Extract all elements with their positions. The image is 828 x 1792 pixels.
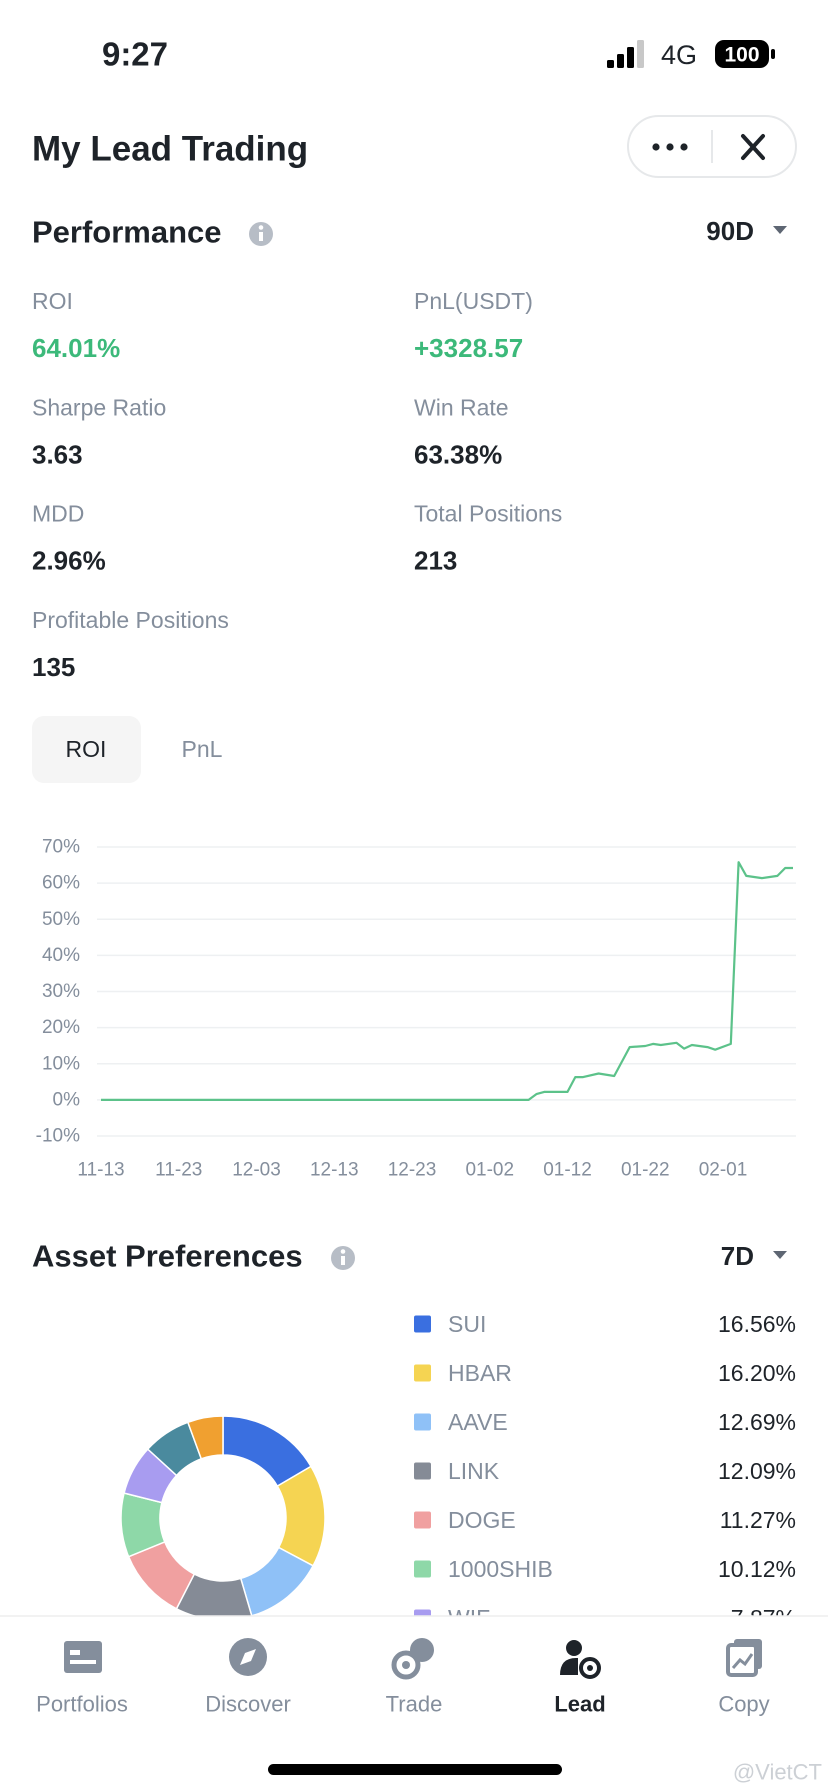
donut-segment — [186, 1415, 224, 1460]
more-button[interactable] — [652, 143, 688, 151]
metric-label: Total Positions — [414, 501, 562, 527]
watermark: @VietCT — [733, 1760, 822, 1785]
x-tick-label: 01-02 — [465, 1160, 514, 1181]
y-tick-label: 20% — [42, 1017, 80, 1038]
roi-chart: -10% 0% 10% 20% 30% 40% 50% 60% 70% 11-13 11-23 12-… — [36, 837, 796, 1181]
x-tick-label: 01-12 — [543, 1160, 592, 1181]
y-tick-label: 40% — [42, 945, 80, 966]
status-time: 9:27 — [102, 36, 168, 73]
metric-label: Sharpe Ratio — [32, 394, 166, 420]
battery-level: 100 — [724, 44, 759, 67]
section-title: Performance — [32, 215, 222, 250]
nav-labels: Portfolios Discover Trade Lead Copy — [36, 1692, 770, 1717]
trade-icon[interactable] — [391, 1638, 434, 1680]
battery-icon — [715, 40, 769, 68]
legend-label: LINK — [448, 1458, 500, 1484]
roi-line — [101, 861, 793, 1101]
discover-icon[interactable] — [229, 1638, 267, 1676]
period-select[interactable]: 90D — [706, 216, 754, 246]
legend-label: HBAR — [448, 1360, 512, 1386]
lead-icon[interactable] — [560, 1640, 601, 1679]
page-title: My Lead Trading — [32, 130, 308, 169]
nav-label[interactable]: Discover — [205, 1692, 291, 1717]
metric-label: Win Rate — [414, 394, 509, 420]
legend-swatch — [414, 1511, 431, 1529]
dropdown-arrow[interactable] — [773, 1251, 787, 1259]
legend-value: 11.27% — [720, 1507, 796, 1533]
portfolios-icon[interactable] — [64, 1641, 102, 1673]
legend-swatch — [414, 1364, 431, 1382]
metric-value: 2.96% — [32, 546, 106, 576]
tab[interactable]: ROI — [66, 736, 107, 762]
signal-icon — [607, 40, 644, 68]
legend-swatch — [414, 1315, 431, 1333]
tab[interactable]: PnL — [182, 736, 223, 762]
battery-nub — [771, 49, 775, 59]
close-button[interactable] — [741, 134, 765, 160]
legend-label: AAVE — [448, 1409, 508, 1435]
legend-value: 16.56% — [718, 1311, 796, 1337]
x-tick-label: 11-23 — [155, 1160, 202, 1181]
x-tick-label: 12-03 — [232, 1160, 281, 1181]
home-indicator — [268, 1764, 562, 1775]
x-tick-label: 11-13 — [77, 1160, 124, 1181]
metric-label: Profitable Positions — [32, 607, 229, 633]
metric-value: 64.01% — [32, 333, 120, 363]
legend-swatch — [414, 1560, 431, 1578]
x-tick-label: 12-13 — [310, 1160, 359, 1181]
metric-label: ROI — [32, 288, 73, 314]
info-icon[interactable] — [249, 222, 273, 246]
x-tick-label: 01-22 — [621, 1160, 670, 1181]
y-tick-label: 10% — [42, 1053, 80, 1074]
section-title: Asset Preferences — [32, 1239, 303, 1274]
legend-swatch — [414, 1462, 431, 1480]
legend-value: 12.09% — [718, 1458, 796, 1484]
metric-label: PnL(USDT) — [414, 288, 533, 314]
metric-value: 63.38% — [414, 439, 502, 469]
y-tick-label: 0% — [53, 1089, 81, 1110]
tab-active-bg — [32, 716, 141, 783]
period-select[interactable]: 7D — [721, 1241, 754, 1271]
asset-donut: SUI 16.56% HBAR 16.20% AAVE 12.69% LINK 12.09% D… — [120, 1311, 796, 1631]
y-tick-label: 70% — [42, 837, 80, 858]
y-tick-label: 30% — [42, 981, 80, 1002]
legend-value: 16.20% — [718, 1360, 796, 1386]
info-icon[interactable] — [331, 1246, 355, 1270]
nav-label[interactable]: Portfolios — [36, 1692, 128, 1717]
legend-label: 1000SHIB — [448, 1556, 553, 1582]
x-tick-label: 12-23 — [388, 1160, 437, 1181]
legend-value: 12.69% — [718, 1409, 796, 1435]
metric-label: MDD — [32, 501, 84, 527]
legend-swatch — [414, 1413, 431, 1431]
y-tick-label: 60% — [42, 873, 80, 894]
nav-label[interactable]: Lead — [554, 1692, 605, 1717]
y-tick-label: 50% — [42, 909, 80, 930]
metrics: ROI 64.01% PnL(USDT) +3328.57 Sharpe Ratio 3.… — [32, 288, 562, 682]
status-network: 4G — [661, 40, 697, 70]
legend-label: SUI — [448, 1311, 486, 1337]
copy-icon[interactable] — [726, 1639, 762, 1677]
metric-value: 135 — [32, 652, 75, 682]
dropdown-arrow[interactable] — [773, 226, 787, 234]
metric-value: 3.63 — [32, 439, 83, 469]
legend-value: 10.12% — [718, 1556, 796, 1582]
y-tick-label: -10% — [36, 1126, 80, 1147]
legend-label: DOGE — [448, 1507, 516, 1533]
metric-value: +3328.57 — [414, 333, 523, 363]
metric-value: 213 — [414, 546, 457, 576]
nav-label[interactable]: Trade — [386, 1692, 443, 1717]
nav-label[interactable]: Copy — [718, 1692, 769, 1717]
x-tick-label: 02-01 — [699, 1160, 748, 1181]
